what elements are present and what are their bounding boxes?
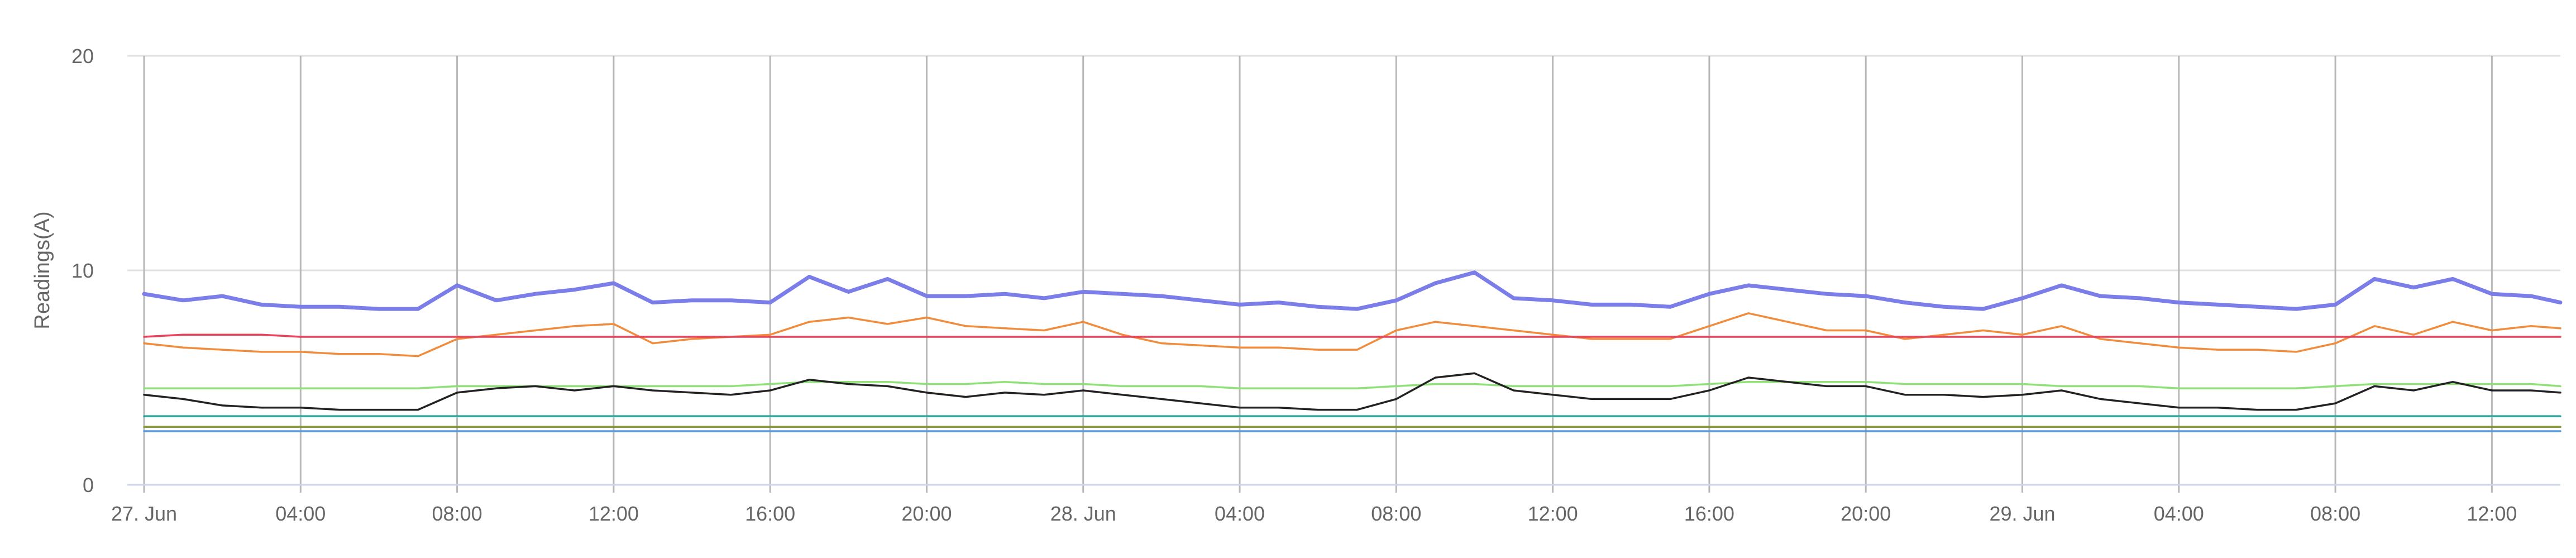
x-tick-label: 20:00 [1841, 502, 1891, 525]
x-tick-label: 16:00 [745, 502, 795, 525]
x-tick-label: 08:00 [2310, 502, 2360, 525]
y-tick-label: 20 [71, 45, 94, 68]
x-tick-label: 29. Jun [1989, 502, 2055, 525]
x-tick-label: 20:00 [901, 502, 952, 525]
x-tick-label: 27. Jun [111, 502, 177, 525]
x-tick-label: 08:00 [432, 502, 482, 525]
y-tick-label: 10 [71, 259, 94, 282]
series-line-4 [143, 380, 2561, 389]
vertical-gridlines [143, 56, 2493, 493]
series-line-1 [142, 270, 2563, 311]
x-tick-label: 04:00 [1215, 502, 1265, 525]
series-lines [142, 270, 2563, 432]
x-tick-label: 16:00 [1684, 502, 1734, 525]
x-tick-label: 12:00 [1528, 502, 1578, 525]
series-line-2 [143, 312, 2561, 357]
y-axis-title: Readings(A) [31, 211, 54, 329]
series-line-3 [143, 333, 2561, 338]
x-tick-label: 04:00 [2154, 502, 2204, 525]
x-tick-label: 12:00 [2467, 502, 2517, 525]
series-line-5 [143, 372, 2561, 411]
x-tick-label: 28. Jun [1050, 502, 1116, 525]
x-tick-label: 04:00 [275, 502, 326, 525]
x-tick-label: 08:00 [1371, 502, 1421, 525]
y-tick-label: 0 [83, 474, 94, 497]
x-tick-label: 12:00 [589, 502, 639, 525]
x-tick-labels: 27. Jun 04:00 08:00 12:00 16:00 20:00 28. Jun 0… [111, 502, 2517, 525]
y-tick-labels: 0 10 20 [71, 45, 94, 497]
horizontal-gridlines [127, 55, 2560, 271]
